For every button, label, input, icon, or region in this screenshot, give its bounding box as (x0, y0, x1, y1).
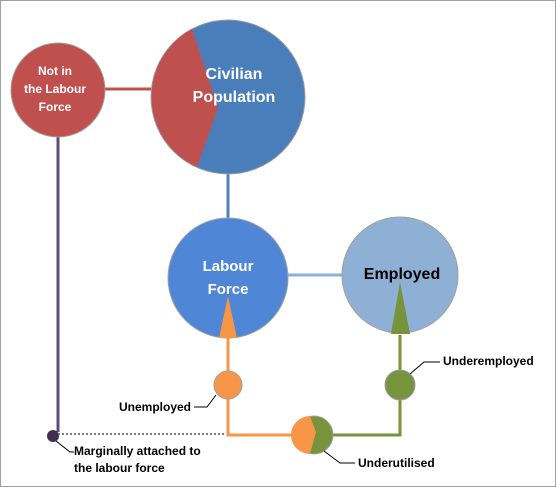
node-label: the Labour (24, 82, 86, 96)
spike (391, 282, 410, 334)
spike (219, 296, 237, 338)
node-dot (47, 430, 59, 442)
callout-label: Unemployed (119, 400, 191, 414)
callout-line (409, 361, 440, 375)
node-label: Civilian (206, 66, 263, 83)
connector (226, 335, 300, 437)
callout-label: Marginally attached to (74, 444, 201, 458)
node-circle (213, 370, 243, 400)
node-label: Population (193, 89, 276, 106)
callout-label: the labour force (74, 461, 165, 475)
node-label: Force (208, 281, 249, 298)
callout-label: Underemployed (443, 354, 534, 368)
callout-line (55, 440, 74, 453)
pie-slice (151, 29, 218, 167)
callout-line (323, 450, 355, 464)
node-label: Labour (203, 258, 254, 275)
connector (328, 335, 402, 437)
node-label: Employed (364, 266, 440, 283)
node-label: Force (39, 100, 72, 114)
callout-line (194, 394, 217, 408)
pie-slice (291, 416, 316, 454)
node-circle (10, 42, 106, 138)
node-circle (384, 369, 416, 401)
node-label: Not in (38, 64, 72, 78)
callout-label: Underutilised (358, 456, 435, 470)
